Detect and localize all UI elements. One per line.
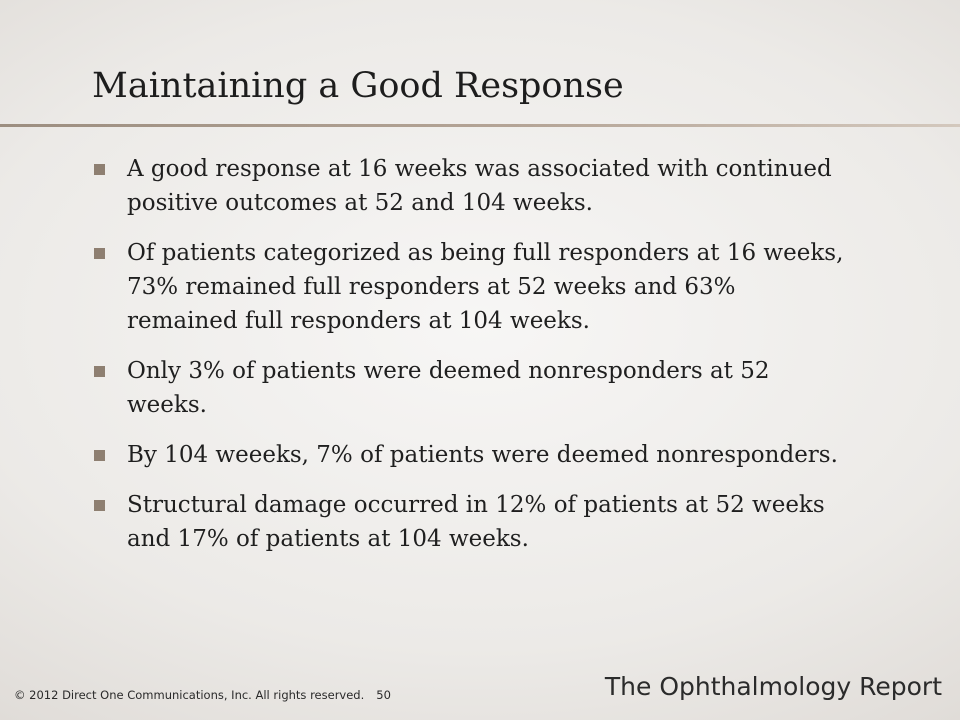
bullet-list: A good response at 16 weeks was associat… [92, 152, 852, 572]
title-divider [0, 124, 960, 127]
publication-logo: The Ophthalmology Report [604, 672, 942, 701]
square-bullet-icon [94, 164, 105, 175]
bullet-text: A good response at 16 weeks was associat… [127, 156, 832, 216]
bullet-item: By 104 weeeks, 7% of patients were deeme… [92, 438, 852, 472]
copyright-text: © 2012 Direct One Communications, Inc. A… [14, 688, 365, 702]
footer-copyright: © 2012 Direct One Communications, Inc. A… [14, 688, 391, 702]
bullet-text: Structural damage occurred in 12% of pat… [127, 492, 825, 552]
square-bullet-icon [94, 366, 105, 377]
bullet-item: Structural damage occurred in 12% of pat… [92, 488, 852, 556]
bullet-item: Only 3% of patients were deemed nonrespo… [92, 354, 852, 422]
bullet-item: A good response at 16 weeks was associat… [92, 152, 852, 220]
square-bullet-icon [94, 500, 105, 511]
slide-title: Maintaining a Good Response [92, 66, 624, 106]
square-bullet-icon [94, 450, 105, 461]
page-number: 50 [376, 688, 391, 702]
bullet-text: Of patients categorized as being full re… [127, 240, 844, 334]
bullet-item: Of patients categorized as being full re… [92, 236, 852, 338]
bullet-text: By 104 weeeks, 7% of patients were deeme… [127, 442, 838, 468]
square-bullet-icon [94, 248, 105, 259]
bullet-text: Only 3% of patients were deemed nonrespo… [127, 358, 770, 418]
